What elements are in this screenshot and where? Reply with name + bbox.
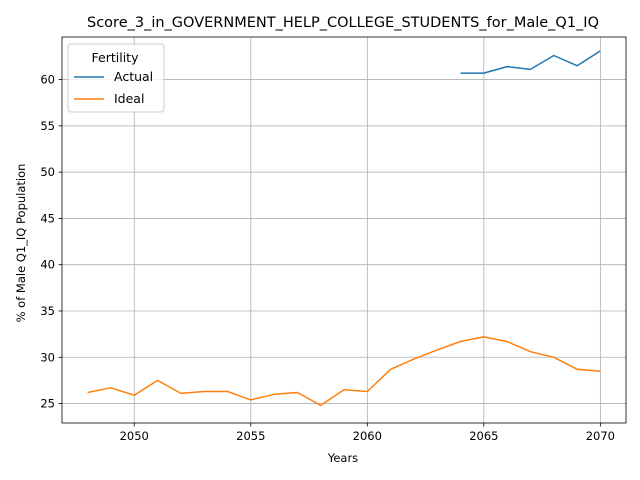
x-tick-label: 2070 [586,429,615,443]
x-axis-label: Years [327,451,358,465]
y-tick-label: 55 [40,119,55,133]
series-lines [87,50,601,407]
y-tick-label: 30 [40,350,55,364]
axis-ticks: 2050 2055 2060 2065 2070 25 30 35 40 45 50 55 60 [40,73,615,443]
y-axis-label: % of Male Q1_IQ Population [14,164,28,323]
plot-area-frame [61,36,627,424]
y-tick-label: 35 [40,304,55,318]
y-tick-label: 45 [40,211,55,225]
x-tick-label: 2055 [236,429,265,443]
grid [62,37,626,423]
y-tick-label: 50 [40,165,55,179]
legend-box [67,43,165,113]
series-line-actual [460,50,601,74]
legend-label-ideal: Ideal [114,91,144,106]
y-tick-label: 60 [40,73,55,87]
legend-label-actual: Actual [114,69,153,84]
x-tick-label: 2060 [353,429,382,443]
legend: Fertility Actual Ideal [67,43,165,113]
chart-title: Score_3_in_GOVERNMENT_HELP_COLLEGE_STUDE… [87,15,599,31]
y-tick-label: 25 [40,397,55,411]
x-tick-label: 2065 [469,429,498,443]
y-tick-label: 40 [40,258,55,272]
legend-title: Fertility [92,50,140,65]
series-line-ideal [87,336,601,407]
x-tick-label: 2050 [120,429,149,443]
